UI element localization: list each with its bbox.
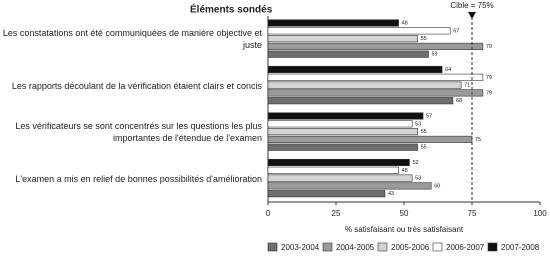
bar: [267, 143, 418, 151]
bar: [267, 166, 399, 174]
legend-label: 2006-2007: [446, 243, 485, 252]
value-label: 79: [486, 75, 492, 81]
x-tick-label: 50: [400, 209, 409, 218]
category-label: Les vérificateurs se sont concentrés sur…: [15, 121, 262, 144]
value-label: 53: [415, 176, 421, 182]
value-label: 53: [415, 121, 421, 127]
category-label: Les rapports découlant de la vérificatio…: [11, 80, 262, 91]
value-label: 79: [486, 90, 492, 96]
value-label: 57: [426, 113, 432, 119]
header: Éléments sondés: [190, 3, 273, 16]
bar: [267, 120, 413, 128]
legend-swatch: [432, 242, 443, 252]
x-tick-label: 100: [533, 209, 547, 218]
x-axis-label: % satisfaisant ou très satisfaisant: [345, 225, 464, 234]
legend-label: 2005-2006: [391, 243, 430, 252]
bar: [267, 158, 410, 167]
x-tick-label: 25: [332, 209, 341, 218]
value-label: 60: [434, 183, 440, 189]
bar: [267, 27, 451, 35]
x-tick-label: 75: [468, 209, 477, 218]
x-tick-label: 0: [266, 209, 271, 218]
bar: [267, 135, 473, 143]
bar: [267, 73, 484, 81]
bar: [267, 97, 454, 105]
bar: [267, 112, 424, 120]
value-label: 55: [421, 145, 427, 151]
legend-label: 2003-2004: [281, 243, 320, 252]
bar: [267, 35, 418, 43]
value-label: 68: [456, 98, 462, 104]
bar: [267, 65, 443, 74]
value-label: 55: [421, 36, 427, 42]
bar: [267, 190, 386, 198]
value-label: 43: [388, 191, 394, 197]
value-label: 75: [475, 137, 481, 143]
target-marker: [468, 12, 476, 19]
legend-label: 2004-2005: [336, 243, 375, 252]
legend-swatch: [322, 242, 333, 252]
bar: [267, 42, 484, 50]
value-label: 55: [421, 129, 427, 135]
legend-swatch: [487, 242, 498, 252]
value-label: 64: [445, 67, 451, 73]
value-label: 48: [402, 20, 408, 26]
category-label: Les constatations ont été communiquées d…: [2, 28, 262, 51]
category-label: L'examen a mis en relief de bonnes possi…: [15, 173, 262, 184]
legend-swatch: [377, 242, 388, 252]
bar: [267, 128, 418, 136]
value-label: 59: [431, 52, 437, 58]
value-label: 67: [453, 28, 459, 34]
target-label: Cible = 75%: [450, 1, 493, 10]
bar: [267, 50, 429, 58]
bar: [267, 89, 484, 97]
value-label: 79: [486, 44, 492, 50]
value-label: 71: [464, 83, 470, 89]
value-label: 52: [412, 160, 418, 166]
bar: [267, 174, 413, 182]
legend-swatch: [267, 242, 278, 252]
bar: [267, 19, 399, 27]
bar: [267, 182, 432, 190]
legend-label: 2007-2008: [501, 243, 540, 252]
bar: [267, 81, 462, 89]
value-label: 48: [402, 168, 408, 174]
